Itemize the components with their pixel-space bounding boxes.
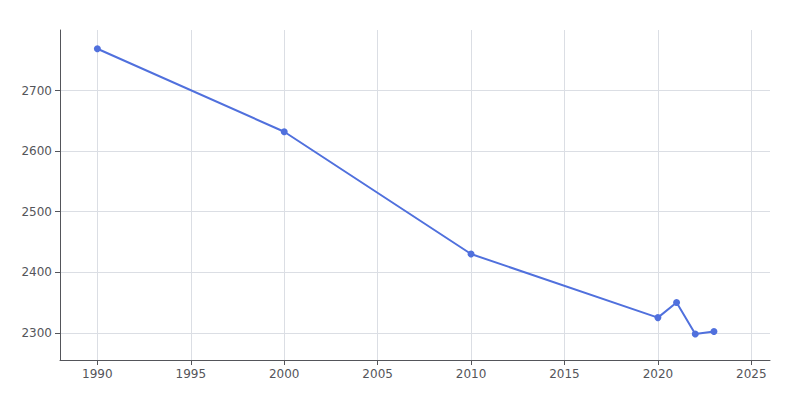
svg-text:2400: 2400 (21, 265, 52, 279)
svg-text:2010: 2010 (456, 367, 487, 381)
svg-text:2005: 2005 (362, 367, 393, 381)
svg-text:2500: 2500 (21, 205, 52, 219)
svg-text:2025: 2025 (736, 367, 767, 381)
svg-text:1995: 1995 (176, 367, 207, 381)
svg-text:2000: 2000 (269, 367, 300, 381)
svg-text:2015: 2015 (549, 367, 580, 381)
svg-text:1990: 1990 (82, 367, 113, 381)
svg-text:2600: 2600 (21, 144, 52, 158)
svg-text:2300: 2300 (21, 326, 52, 340)
svg-text:2020: 2020 (643, 367, 674, 381)
svg-text:2700: 2700 (21, 84, 52, 98)
